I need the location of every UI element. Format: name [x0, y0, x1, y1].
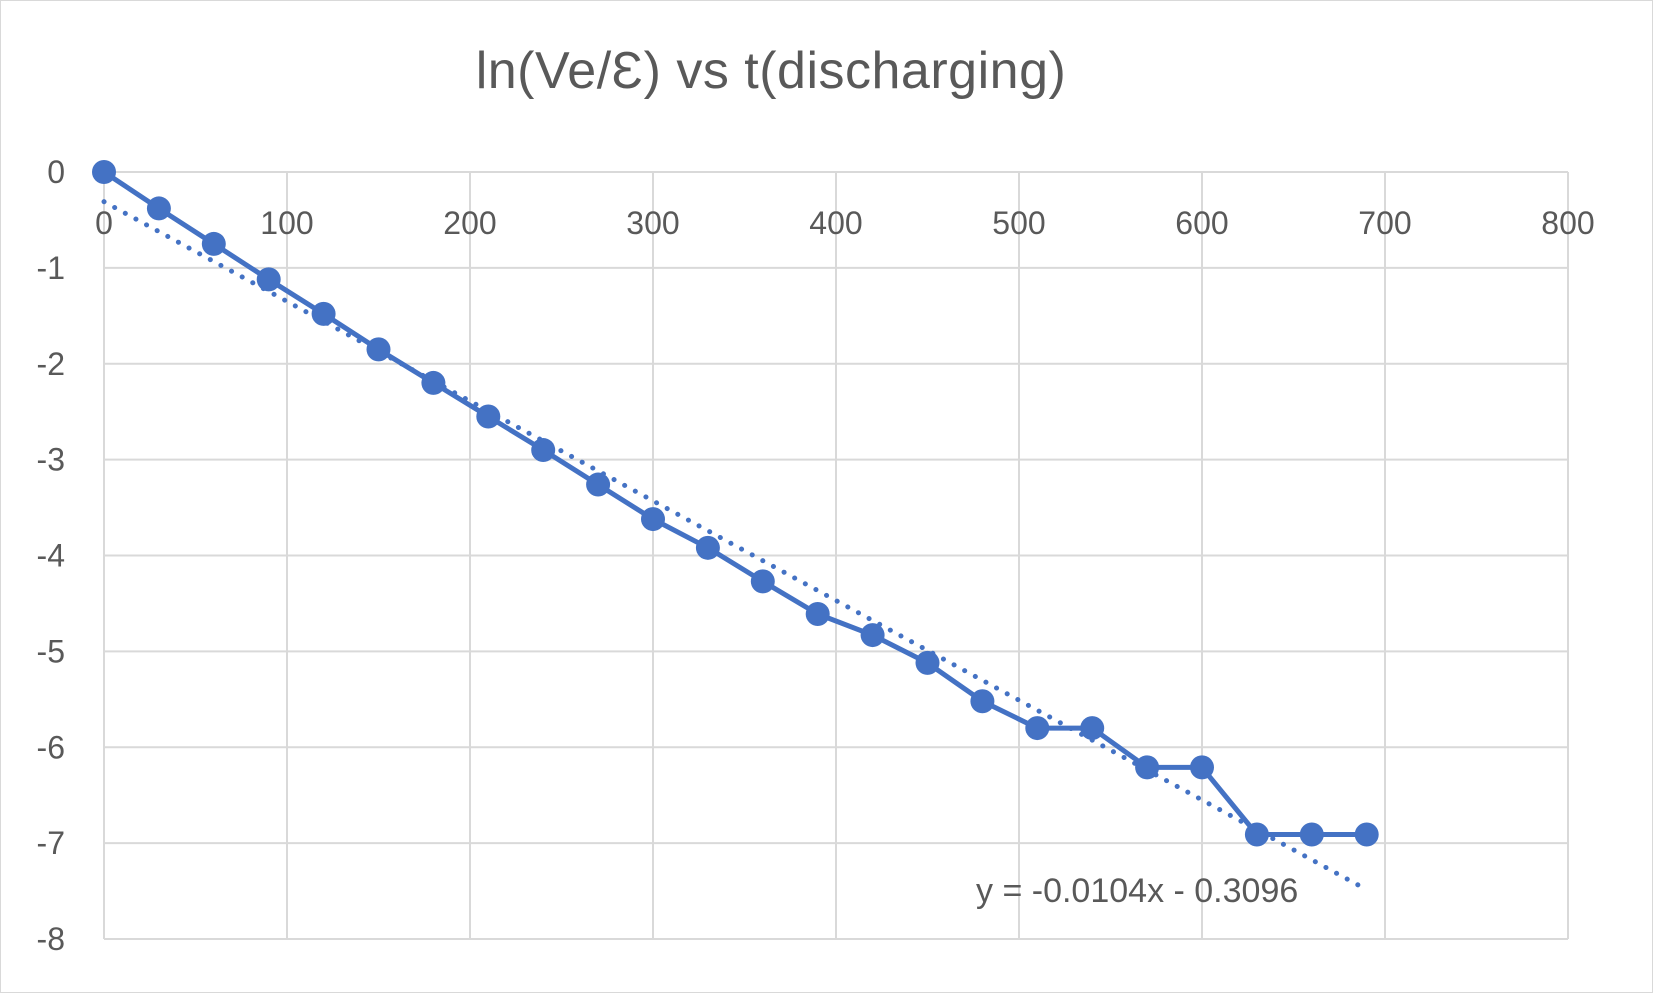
- data-point: [476, 404, 501, 429]
- x-tick-label: 500: [992, 205, 1045, 241]
- data-point: [1080, 716, 1105, 741]
- data-point: [586, 472, 611, 497]
- data-point: [805, 601, 830, 626]
- data-point: [1299, 822, 1324, 847]
- data-point: [531, 438, 556, 463]
- x-tick-label: 800: [1541, 205, 1594, 241]
- chart-title: ln(Ve/Ɛ) vs t(discharging): [475, 42, 1067, 100]
- x-tick-label: 100: [260, 205, 313, 241]
- data-series: [92, 160, 1379, 847]
- x-tick-label: 300: [626, 205, 679, 241]
- data-point: [92, 160, 116, 184]
- data-point: [421, 370, 446, 395]
- data-point: [860, 623, 885, 648]
- data-point: [1135, 755, 1160, 780]
- series-line: [102, 169, 1367, 837]
- x-tick-label: 0: [95, 205, 113, 241]
- tick-labels: 0 100 200 300 400 500 600 700 800 0 -1 -2 -3 -4 -5 -6 -7…: [37, 154, 1595, 957]
- data-point: [1190, 755, 1214, 780]
- y-tick-label: -1: [37, 250, 65, 286]
- y-tick-label: -6: [37, 729, 65, 765]
- trendline: [101, 199, 1370, 893]
- data-point: [311, 301, 336, 326]
- data-point: [1354, 822, 1379, 847]
- x-tick-label: 700: [1358, 205, 1411, 241]
- data-point: [695, 535, 720, 560]
- data-point: [146, 196, 171, 221]
- data-point: [915, 650, 940, 675]
- y-tick-label: -2: [37, 346, 65, 382]
- data-point: [366, 337, 391, 362]
- gridlines: [103, 171, 1569, 940]
- data-point: [201, 231, 226, 256]
- data-point: [641, 507, 665, 532]
- y-tick-label: -3: [37, 442, 65, 478]
- data-point: [970, 689, 995, 714]
- y-tick-label: -4: [37, 538, 65, 574]
- y-tick-label: -5: [37, 633, 65, 669]
- y-tick-label: -8: [37, 921, 65, 957]
- x-tick-label: 200: [443, 205, 496, 241]
- trendline-equation-label: y = -0.0104x - 0.3096: [976, 872, 1298, 910]
- data-point: [750, 569, 775, 594]
- x-tick-label: 400: [809, 205, 862, 241]
- data-point: [1244, 822, 1269, 847]
- x-tick-label: 600: [1175, 205, 1228, 241]
- y-tick-label: 0: [47, 154, 65, 190]
- data-point: [1025, 716, 1050, 741]
- trendline-group: [101, 199, 1370, 893]
- y-tick-label: -7: [37, 825, 65, 861]
- data-point: [256, 267, 281, 292]
